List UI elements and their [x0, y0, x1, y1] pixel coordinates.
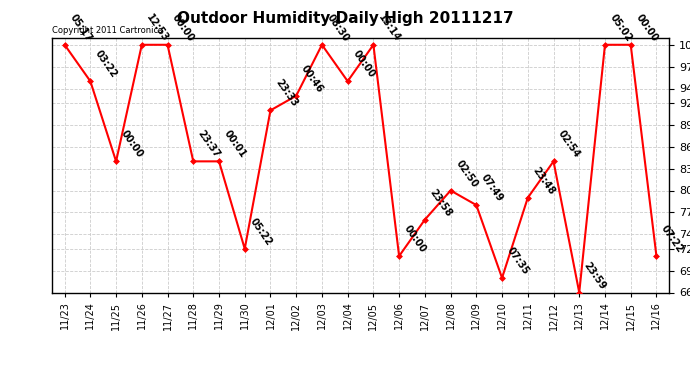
Text: 03:22: 03:22 — [93, 49, 119, 80]
Text: Copyright 2011 Cartronics: Copyright 2011 Cartronics — [52, 26, 162, 35]
Text: 07:22: 07:22 — [659, 224, 685, 255]
Text: 08:30: 08:30 — [325, 12, 351, 44]
Text: Outdoor Humidity Daily High 20111217: Outdoor Humidity Daily High 20111217 — [177, 11, 513, 26]
Text: 05:17: 05:17 — [68, 12, 93, 44]
Text: 07:35: 07:35 — [505, 245, 531, 276]
Text: 23:37: 23:37 — [196, 129, 222, 160]
Text: 00:01: 00:01 — [221, 129, 248, 160]
Text: 00:00: 00:00 — [119, 129, 145, 160]
Text: 23:33: 23:33 — [273, 78, 299, 109]
Text: 00:00: 00:00 — [633, 12, 660, 44]
Text: 02:50: 02:50 — [453, 158, 480, 189]
Text: 00:00: 00:00 — [351, 49, 377, 80]
Text: 00:00: 00:00 — [170, 12, 196, 44]
Text: 23:48: 23:48 — [531, 165, 557, 196]
Text: 23:58: 23:58 — [428, 187, 453, 218]
Text: 05:22: 05:22 — [248, 216, 273, 248]
Text: 12:53: 12:53 — [145, 12, 170, 44]
Text: 00:46: 00:46 — [299, 63, 325, 94]
Text: 00:00: 00:00 — [402, 224, 428, 255]
Text: 05:02: 05:02 — [608, 12, 633, 44]
Text: 23:59: 23:59 — [582, 260, 608, 291]
Text: 07:49: 07:49 — [479, 172, 505, 204]
Text: 02:54: 02:54 — [556, 129, 582, 160]
Text: 13:14: 13:14 — [376, 12, 402, 44]
